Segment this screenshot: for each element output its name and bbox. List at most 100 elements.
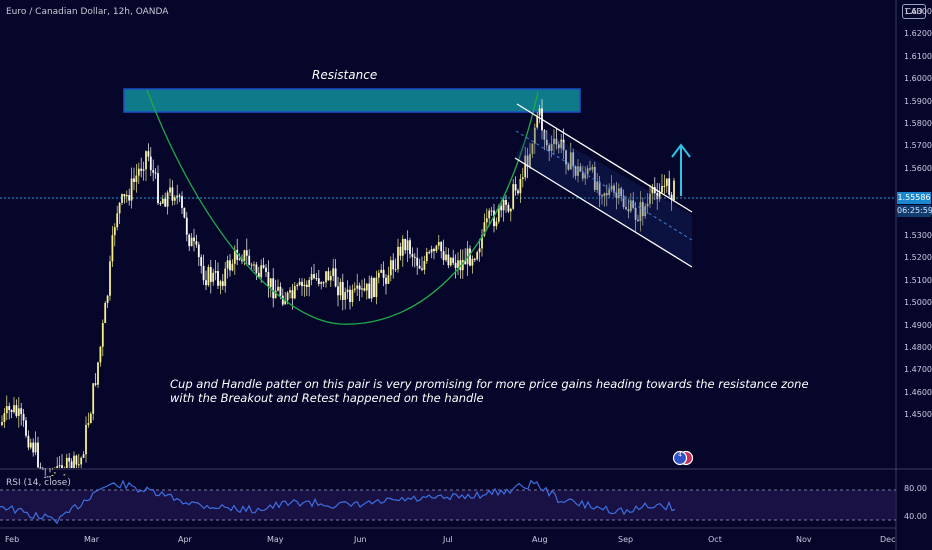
candle-body [449,257,452,266]
candle-body [382,269,385,278]
candle-body [569,152,572,170]
candle-body [565,150,567,165]
candle-body [605,193,608,196]
candle-body [603,193,606,197]
candle-body [75,455,78,465]
symbol-title[interactable]: Euro / Canadian Dollar, 12h, OANDA [6,7,169,17]
price-tick-label: 1.56000 [904,163,932,173]
candle-body [529,153,531,167]
candle-body [399,246,402,256]
candle-body [118,202,121,214]
price-tick-label: 1.49000 [904,320,932,330]
time-tick-label: Apr [178,535,192,544]
candle-body [58,465,61,467]
candle-body [555,138,558,145]
candle-body [73,455,75,468]
rsi-legend[interactable]: RSI (14, close) [6,478,71,488]
resistance-label[interactable]: Resistance [312,68,378,82]
candle-body [651,187,654,194]
candle-body [248,255,251,265]
cup-curve[interactable] [146,89,539,325]
time-tick-label: Aug [532,535,548,544]
candle-body [298,281,301,285]
channel-lower-line[interactable] [514,157,693,268]
candle-body [53,472,56,474]
candle-body [195,241,198,245]
candle-body [509,208,512,212]
candle-body [375,277,378,297]
candle-body [356,285,359,289]
candle-body [236,249,239,260]
candle-body [363,288,366,291]
candle-body [473,258,476,260]
candle-body [392,260,395,270]
candle-body [454,262,457,269]
candle-body [437,241,440,246]
candle-body [339,282,342,296]
candle-body [173,197,176,201]
candle-body [317,278,320,284]
candle-body [656,193,659,200]
candle-body [649,193,651,204]
candle-body [663,185,666,187]
candle-body [581,171,584,179]
candle-body [495,221,498,227]
candle-body [190,237,193,247]
candle-body [373,277,375,297]
candle-body [207,267,210,286]
candle-body [637,219,639,222]
resistance-zone[interactable] [123,88,581,113]
candle-body [322,282,325,284]
earnings-event-icon[interactable]: 4 [670,450,694,466]
candle-body [305,284,308,287]
analysis-note[interactable]: Cup and Handle patter on this pair is ve… [170,377,809,405]
candle-body [389,260,392,276]
candle-body [231,263,234,271]
candle-body [250,264,253,266]
candle-body [97,362,99,385]
candle-body [238,258,241,260]
candle-body [435,245,438,251]
candle-body [500,205,503,211]
candle-body [483,222,486,236]
candle-body [145,151,147,170]
current-price-label: 1.55586 [897,192,931,204]
candle-body [344,292,347,300]
candle-body [17,408,20,416]
candle-body [425,252,428,262]
candle-body [265,267,267,272]
candle-body [181,196,183,208]
time-tick-label: Dec [880,535,896,544]
candle-body [176,195,179,198]
candle-body [490,210,493,212]
candle-body [308,280,311,287]
candle-body [514,184,517,191]
candle-body [416,257,419,266]
breakout-arrow-icon[interactable] [671,143,691,158]
price-tick-label: 1.61000 [904,51,932,61]
candle-body [341,282,344,300]
rsi-line [0,479,676,525]
candle-body [351,289,354,302]
candle-body [584,174,587,179]
candle-body [634,207,637,220]
currency-badge[interactable]: CAD [902,4,926,19]
rsi-tick-label: 80.00 [904,484,927,493]
candle-body [572,152,575,167]
candle-body [219,281,222,286]
channel-upper-line[interactable] [516,103,693,213]
price-tick-label: 1.52000 [904,253,932,263]
candle-body [445,254,447,261]
candle-body [591,166,594,170]
candle-body [51,474,54,476]
candle-body [56,466,59,468]
candle-body [673,180,675,201]
time-tick-label: Jul [443,535,453,544]
candle-body [193,237,195,242]
candle-body [507,204,510,212]
candle-body [543,130,546,140]
candle-body [101,323,104,347]
candle-body [327,271,330,281]
